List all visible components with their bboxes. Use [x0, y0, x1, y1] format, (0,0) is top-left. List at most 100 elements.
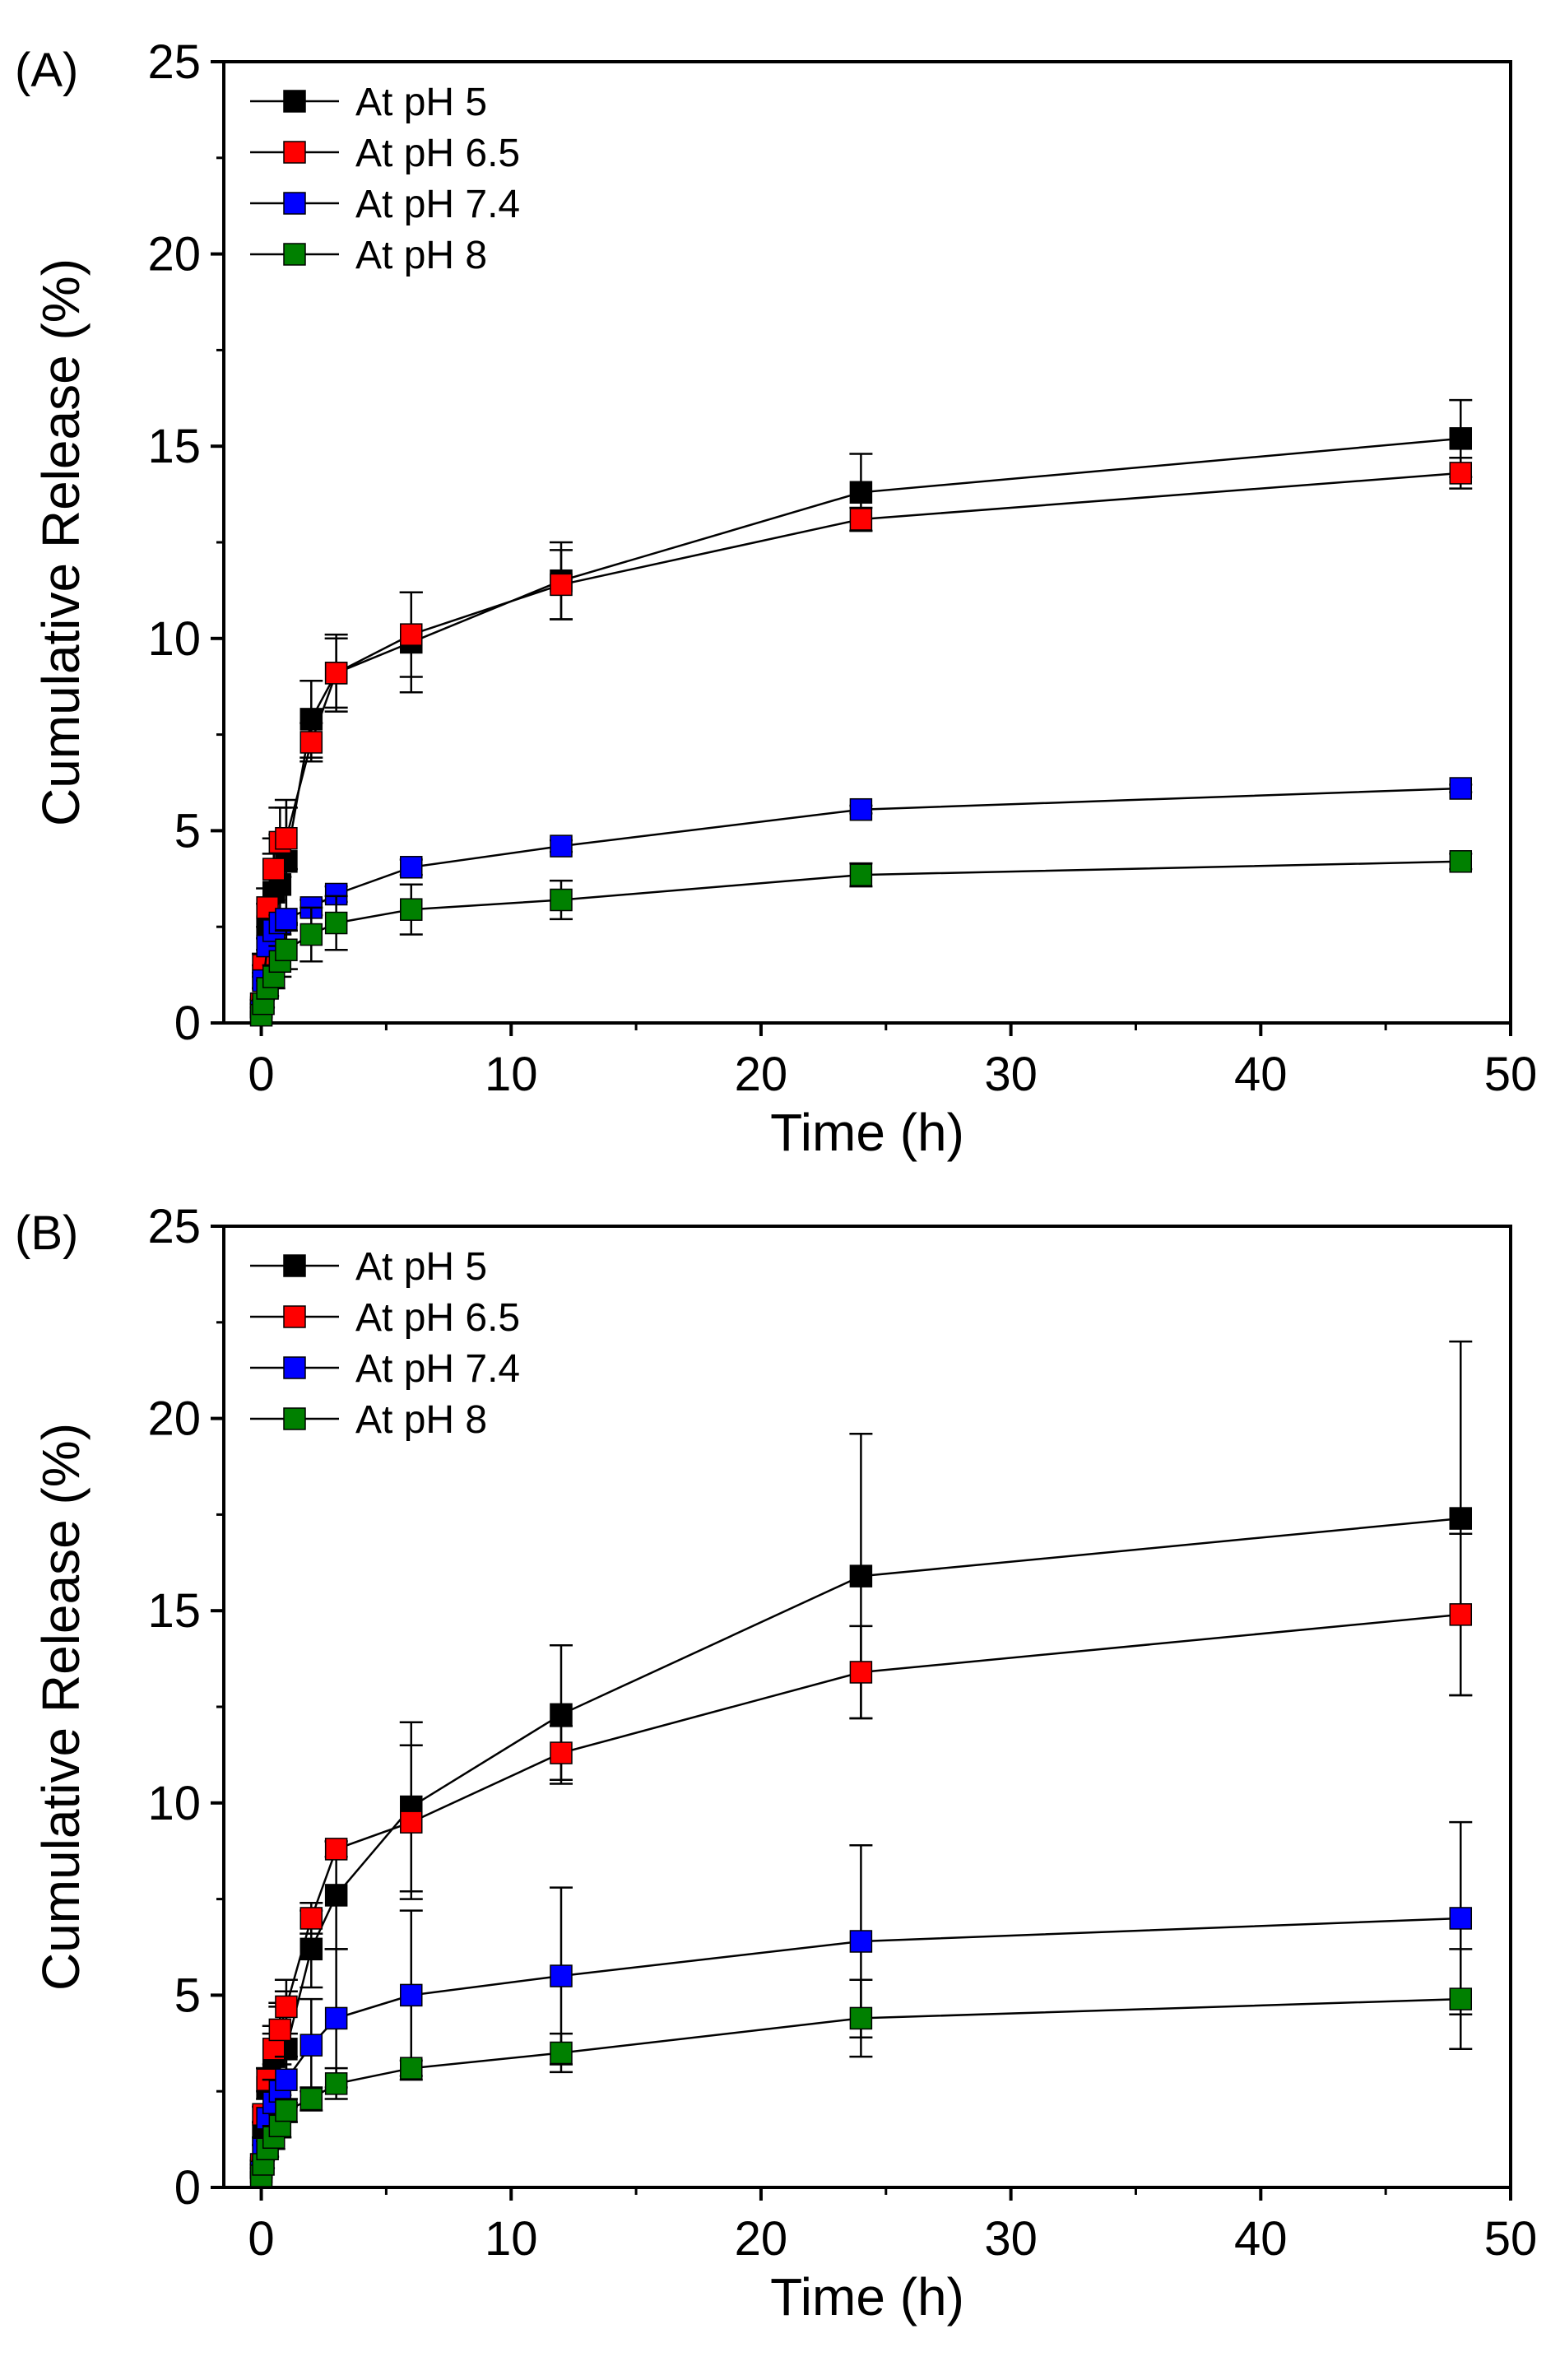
data-point	[1449, 427, 1473, 450]
data-point	[550, 834, 573, 858]
data-point	[299, 2034, 323, 2057]
y-tick-label: 5	[174, 1969, 201, 2022]
x-axis-title: Time (h)	[770, 2267, 964, 2327]
data-point	[275, 2099, 298, 2122]
data-point	[849, 508, 873, 531]
data-point	[1449, 777, 1473, 800]
legend-marker	[283, 1407, 306, 1430]
x-tick-label: 50	[1484, 2212, 1538, 2266]
y-tick-label: 10	[147, 1777, 201, 1830]
y-tick-label: 25	[147, 1200, 201, 1253]
data-point	[849, 1930, 873, 1953]
y-tick-label: 0	[174, 997, 201, 1050]
legend-marker	[283, 1305, 306, 1328]
x-axis-title: Time (h)	[770, 1103, 964, 1162]
x-tick-label: 20	[735, 1048, 788, 1101]
data-point	[849, 797, 873, 821]
y-tick-label: 20	[147, 228, 201, 281]
x-tick-label: 30	[984, 1048, 1038, 1101]
legend-marker	[283, 192, 306, 215]
legend-marker	[283, 1254, 306, 1277]
legend-label: At pH 8	[355, 234, 487, 277]
x-tick-label: 0	[248, 2212, 274, 2266]
data-point	[299, 731, 323, 754]
data-point	[550, 1741, 573, 1764]
x-tick-label: 50	[1484, 1048, 1538, 1101]
data-point	[849, 863, 873, 886]
data-point	[550, 1703, 573, 1727]
data-point	[324, 662, 348, 685]
data-point	[1449, 1907, 1473, 1930]
data-point	[550, 2041, 573, 2065]
y-tick-label: 10	[147, 612, 201, 666]
x-tick-label: 20	[735, 2212, 788, 2266]
data-point	[400, 2057, 423, 2080]
data-point	[262, 858, 286, 881]
series-line	[260, 472, 1461, 1004]
data-point	[324, 911, 348, 935]
data-point	[324, 2006, 348, 2030]
series-at-ph-7.4	[249, 777, 1473, 1023]
data-point	[1449, 1507, 1473, 1530]
panel-label: (B)	[15, 1206, 78, 1260]
legend: At pH 5 At pH 6.5 At pH 7.4 At pH 8	[250, 1245, 520, 1442]
legend-label: At pH 8	[355, 1398, 487, 1442]
legend-label: At pH 6.5	[355, 132, 520, 175]
data-point	[324, 1884, 348, 1907]
y-tick-label: 25	[147, 35, 201, 89]
data-point	[275, 938, 298, 961]
series-at-ph-6.5	[249, 456, 1473, 1016]
data-point	[1449, 850, 1473, 873]
data-point	[400, 1983, 423, 2007]
legend-label: At pH 5	[355, 1245, 487, 1289]
data-point	[299, 1907, 323, 1930]
chart-panel-b: (B) 0 10 20 30 40 50 0 5 10 15 20 25 Time (h) Cumulati…	[15, 1200, 1537, 2327]
data-point	[299, 2087, 323, 2111]
data-point	[1449, 1603, 1473, 1626]
x-tick-label: 0	[248, 1048, 274, 1101]
series-at-ph-8	[249, 850, 1473, 1027]
data-point	[268, 2018, 292, 2042]
legend: At pH 5 At pH 6.5 At pH 7.4 At pH 8	[250, 81, 520, 277]
data-point	[849, 1564, 873, 1587]
data-point	[550, 888, 573, 912]
legend-label: At pH 7.4	[355, 1347, 520, 1391]
data-point	[324, 1838, 348, 1861]
legend-label: At pH 7.4	[355, 183, 520, 226]
data-point	[1449, 1987, 1473, 2010]
data-point	[400, 856, 423, 879]
data-point	[400, 623, 423, 646]
data-point	[1449, 462, 1473, 485]
x-tick-label: 40	[1234, 2212, 1288, 2266]
legend-label: At pH 5	[355, 81, 487, 124]
data-point	[275, 908, 298, 931]
data-point	[275, 1995, 298, 2019]
data-point	[324, 2072, 348, 2095]
x-tick-label: 10	[485, 1048, 538, 1101]
y-axis-title: Cumulative Release (%)	[31, 258, 91, 826]
panel-label: (A)	[15, 44, 78, 97]
legend-marker	[283, 141, 306, 164]
data-point	[550, 1964, 573, 1987]
data-point	[400, 1811, 423, 1834]
y-tick-label: 15	[147, 1584, 201, 1638]
series-at-ph-8	[249, 1948, 1473, 2187]
x-tick-label: 10	[485, 2212, 538, 2266]
data-point	[550, 573, 573, 597]
data-point	[849, 2006, 873, 2030]
legend-label: At pH 6.5	[355, 1296, 520, 1340]
y-tick-label: 0	[174, 2161, 201, 2215]
y-tick-label: 5	[174, 804, 201, 858]
y-tick-label: 15	[147, 420, 201, 473]
data-point	[299, 923, 323, 946]
legend-marker	[283, 90, 306, 113]
y-tick-label: 20	[147, 1392, 201, 1446]
series-at-ph-5	[249, 398, 1473, 1020]
data-point	[275, 826, 298, 850]
data-point	[275, 2068, 298, 2091]
legend-marker	[283, 243, 306, 266]
data-point	[849, 1661, 873, 1684]
x-tick-label: 30	[984, 2212, 1038, 2266]
data-point	[400, 898, 423, 921]
